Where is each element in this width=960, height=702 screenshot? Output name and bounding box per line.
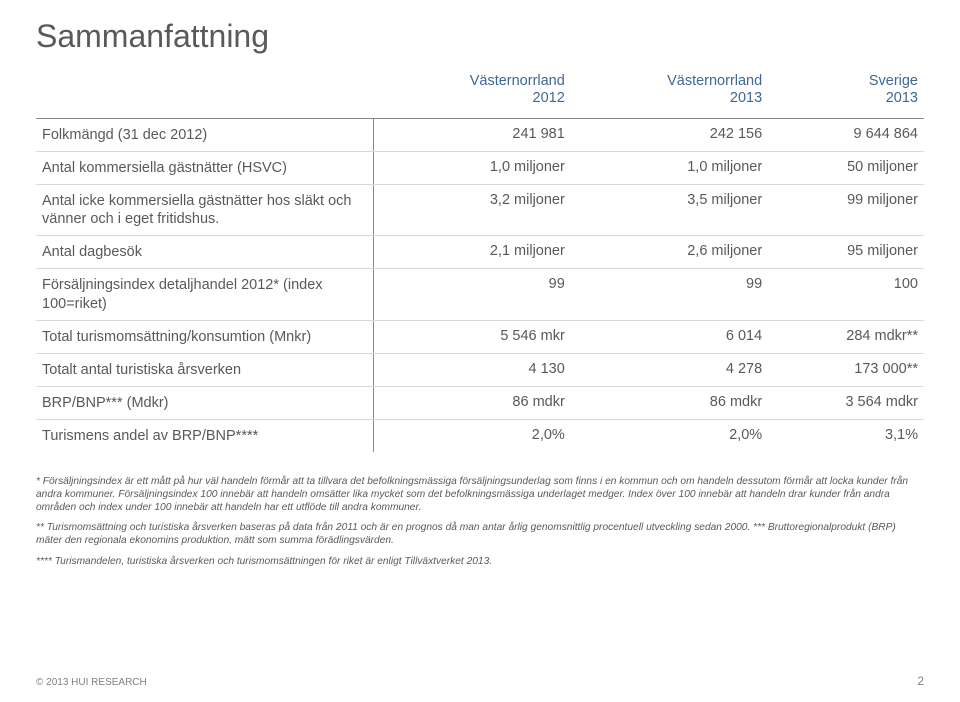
col-header-empty (36, 69, 373, 118)
cell: 95 miljoner (768, 236, 924, 269)
table-row: Försäljningsindex detaljhandel 2012* (in… (36, 269, 924, 320)
cell: 99 (373, 269, 570, 320)
page-number: 2 (917, 674, 924, 688)
row-label: Antal dagbesök (36, 236, 373, 269)
cell: 2,6 miljoner (571, 236, 768, 269)
cell: 3,2 miljoner (373, 185, 570, 236)
col-header-1: Västernorrland 2012 (373, 69, 570, 118)
row-label: Folkmängd (31 dec 2012) (36, 118, 373, 151)
row-label: Totalt antal turistiska årsverken (36, 353, 373, 386)
table-row: BRP/BNP*** (Mdkr) 86 mdkr 86 mdkr 3 564 … (36, 386, 924, 419)
col-header-1-line2: 2012 (379, 90, 564, 107)
col-header-3-line2: 2013 (774, 90, 918, 107)
row-label: BRP/BNP*** (Mdkr) (36, 386, 373, 419)
row-label: Antal kommersiella gästnätter (HSVC) (36, 151, 373, 184)
col-header-2-line1: Västernorrland (577, 73, 762, 90)
table-row: Total turismomsättning/konsumtion (Mnkr)… (36, 320, 924, 353)
cell: 86 mdkr (373, 386, 570, 419)
cell: 2,0% (571, 420, 768, 453)
cell: 9 644 864 (768, 118, 924, 151)
row-label: Total turismomsättning/konsumtion (Mnkr) (36, 320, 373, 353)
col-header-1-line1: Västernorrland (379, 73, 564, 90)
col-header-3-line1: Sverige (774, 73, 918, 90)
table-row: Totalt antal turistiska årsverken 4 130 … (36, 353, 924, 386)
cell: 6 014 (571, 320, 768, 353)
footnote-2: ** Turismomsättning och turistiska årsve… (36, 522, 924, 548)
summary-table: Västernorrland 2012 Västernorrland 2013 … (36, 69, 924, 452)
cell: 5 546 mkr (373, 320, 570, 353)
table-row: Antal dagbesök 2,1 miljoner 2,6 miljoner… (36, 236, 924, 269)
table-row: Antal icke kommersiella gästnätter hos s… (36, 185, 924, 236)
footer-copyright: © 2013 HUI RESEARCH (36, 677, 147, 688)
row-label: Antal icke kommersiella gästnätter hos s… (36, 185, 373, 236)
cell: 86 mdkr (571, 386, 768, 419)
cell: 284 mdkr** (768, 320, 924, 353)
table-row: Antal kommersiella gästnätter (HSVC) 1,0… (36, 151, 924, 184)
row-label: Turismens andel av BRP/BNP**** (36, 420, 373, 453)
cell: 1,0 miljoner (373, 151, 570, 184)
col-header-2-line2: 2013 (577, 90, 762, 107)
cell: 2,0% (373, 420, 570, 453)
table-row: Folkmängd (31 dec 2012) 241 981 242 156 … (36, 118, 924, 151)
cell: 99 miljoner (768, 185, 924, 236)
cell: 242 156 (571, 118, 768, 151)
cell: 1,0 miljoner (571, 151, 768, 184)
cell: 173 000** (768, 353, 924, 386)
cell: 50 miljoner (768, 151, 924, 184)
footnote-3: **** Turismandelen, turistiska årsverken… (36, 556, 924, 569)
cell: 2,1 miljoner (373, 236, 570, 269)
row-label: Försäljningsindex detaljhandel 2012* (in… (36, 269, 373, 320)
page-title: Sammanfattning (36, 18, 924, 55)
cell: 4 130 (373, 353, 570, 386)
table-row: Turismens andel av BRP/BNP**** 2,0% 2,0%… (36, 420, 924, 453)
cell: 100 (768, 269, 924, 320)
cell: 241 981 (373, 118, 570, 151)
footnotes: * Försäljningsindex är ett mått på hur v… (36, 476, 924, 569)
cell: 3,5 miljoner (571, 185, 768, 236)
col-header-3: Sverige 2013 (768, 69, 924, 118)
cell: 3,1% (768, 420, 924, 453)
footnote-1: * Försäljningsindex är ett mått på hur v… (36, 476, 924, 514)
col-header-2: Västernorrland 2013 (571, 69, 768, 118)
cell: 4 278 (571, 353, 768, 386)
cell: 3 564 mdkr (768, 386, 924, 419)
cell: 99 (571, 269, 768, 320)
